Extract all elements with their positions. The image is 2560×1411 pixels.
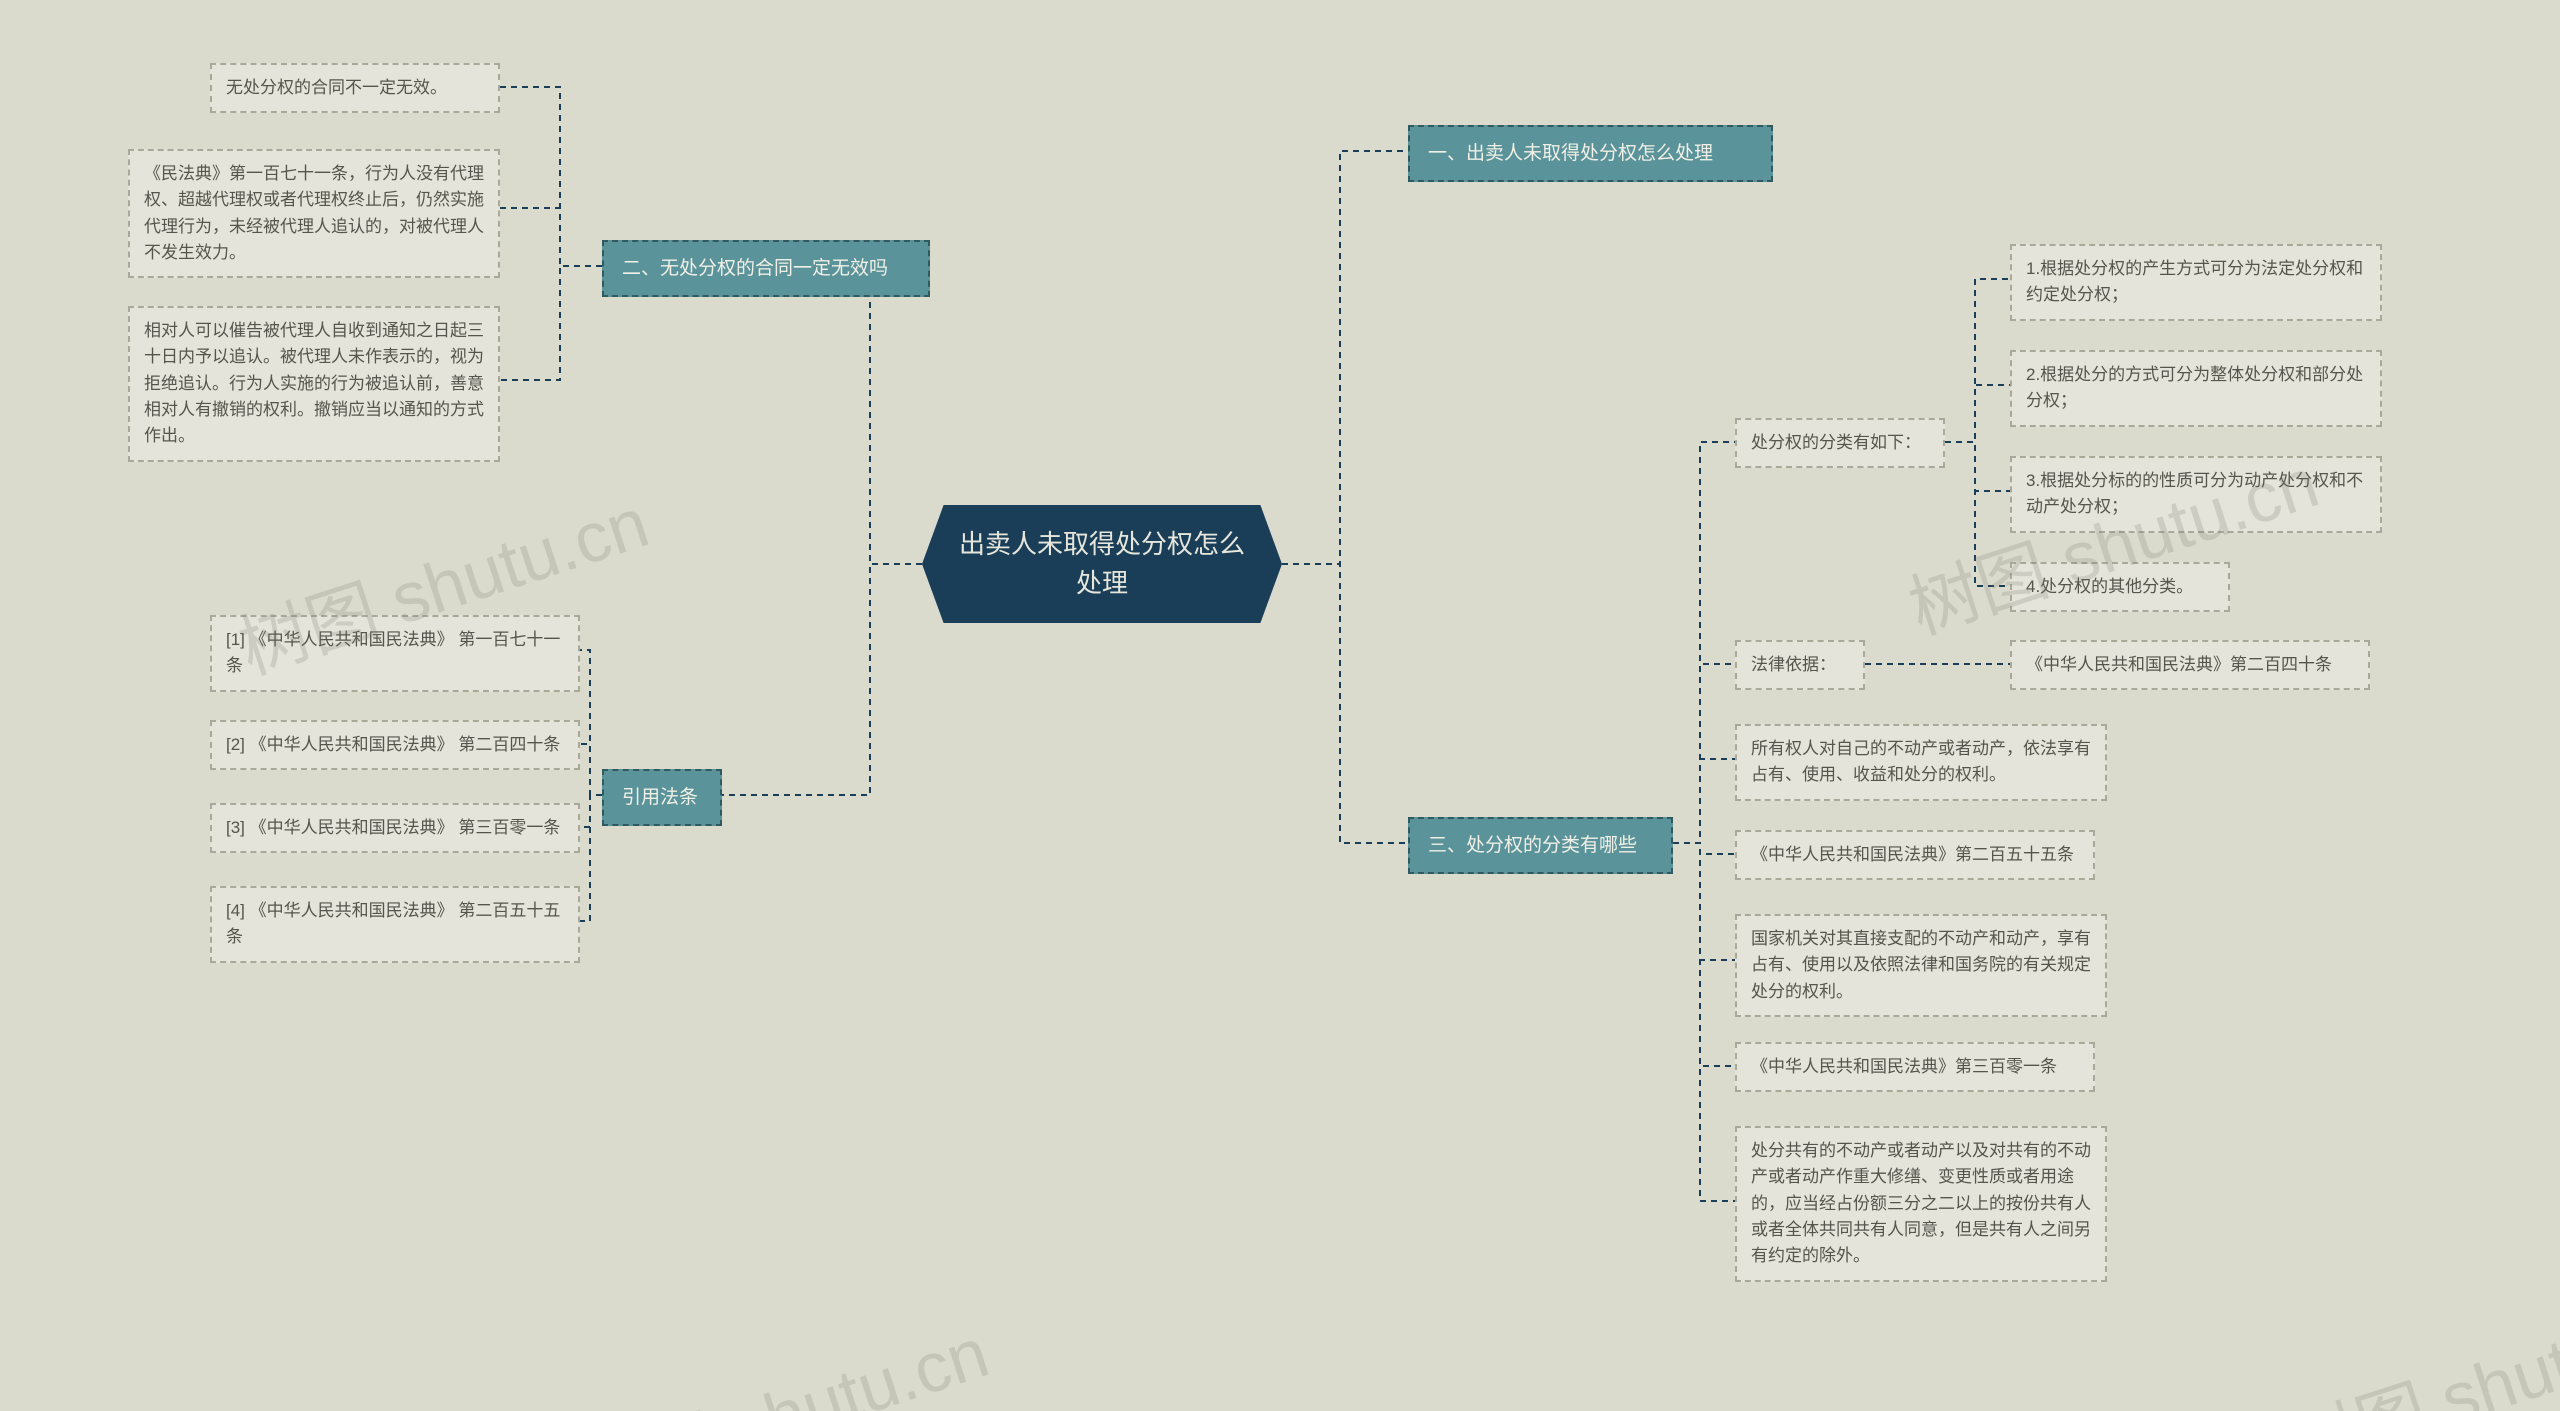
branch-3[interactable]: 三、处分权的分类有哪些: [1408, 817, 1673, 874]
leaf-2a[interactable]: 无处分权的合同不一定无效。: [210, 63, 500, 113]
leaf-3c[interactable]: 所有权人对自己的不动产或者动产，依法享有占有、使用、收益和处分的权利。: [1735, 724, 2107, 801]
leaf-3a[interactable]: 处分权的分类有如下：: [1735, 418, 1945, 468]
leaf-3f[interactable]: 《中华人民共和国民法典》第三百零一条: [1735, 1042, 2095, 1092]
branch-1[interactable]: 一、出卖人未取得处分权怎么处理: [1408, 125, 1773, 182]
leaf-2b[interactable]: 《民法典》第一百七十一条，行为人没有代理权、超越代理权或者代理权终止后，仍然实施…: [128, 149, 500, 278]
branch-2[interactable]: 二、无处分权的合同一定无效吗: [602, 240, 930, 297]
root-line1: 出卖人未取得处分权怎么: [950, 525, 1254, 564]
leaf-3b1[interactable]: 《中华人民共和国民法典》第二百四十条: [2010, 640, 2370, 690]
root-node[interactable]: 出卖人未取得处分权怎么 处理: [922, 505, 1282, 623]
branch-4[interactable]: 引用法条: [602, 769, 722, 826]
leaf-2c[interactable]: 相对人可以催告被代理人自收到通知之日起三十日内予以追认。被代理人未作表示的，视为…: [128, 306, 500, 462]
leaf-3a1[interactable]: 1.根据处分权的产生方式可分为法定处分权和约定处分权；: [2010, 244, 2382, 321]
leaf-3a3[interactable]: 3.根据处分标的的性质可分为动产处分权和不动产处分权；: [2010, 456, 2382, 533]
leaf-3a2[interactable]: 2.根据处分的方式可分为整体处分权和部分处分权；: [2010, 350, 2382, 427]
leaf-4c[interactable]: [3] 《中华人民共和国民法典》 第三百零一条: [210, 803, 580, 853]
leaf-3g[interactable]: 处分共有的不动产或者动产以及对共有的不动产或者动产作重大修缮、变更性质或者用途的…: [1735, 1126, 2107, 1282]
watermark: 树图 shutu.cn: [2275, 1267, 2560, 1411]
leaf-4a[interactable]: [1] 《中华人民共和国民法典》 第一百七十一条: [210, 615, 580, 692]
leaf-3d[interactable]: 《中华人民共和国民法典》第二百五十五条: [1735, 830, 2095, 880]
leaf-3a4[interactable]: 4.处分权的其他分类。: [2010, 562, 2230, 612]
leaf-3b[interactable]: 法律依据：: [1735, 640, 1865, 690]
leaf-4d[interactable]: [4] 《中华人民共和国民法典》 第二百五十五条: [210, 886, 580, 963]
root-line2: 处理: [950, 564, 1254, 603]
leaf-3e[interactable]: 国家机关对其直接支配的不动产和动产，享有占有、使用以及依照法律和国务院的有关规定…: [1735, 914, 2107, 1017]
leaf-4b[interactable]: [2] 《中华人民共和国民法典》 第二百四十条: [210, 720, 580, 770]
watermark: 树图 shutu.cn: [565, 1297, 1000, 1411]
